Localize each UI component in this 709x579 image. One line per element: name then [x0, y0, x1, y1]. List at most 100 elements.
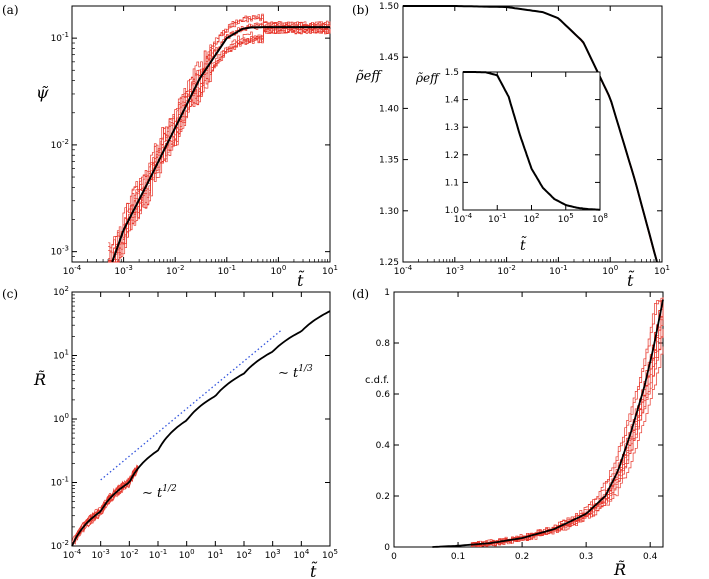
panel-label-a: (a)	[2, 3, 19, 17]
panel-label-b: (b)	[352, 3, 369, 17]
panel-label-c: (c)	[2, 287, 18, 301]
panel-c: 10-4 10-3 10-2 10-1 100 101 102 103 104 105 10-2 10…	[51, 285, 338, 561]
tick-label: 1.0	[445, 206, 460, 216]
realisation-line	[470, 305, 664, 548]
panel-b-ylabel: ρ̃eff	[355, 69, 383, 84]
tick-label: 0.2	[376, 492, 390, 502]
tick-label: 1.4	[445, 96, 460, 106]
realisation-line	[470, 315, 664, 548]
panel-d-xlabel: R̃	[613, 560, 626, 579]
panel-b-inset-xlabel: t̃	[520, 235, 527, 254]
panel-b-xlabel: t̃	[627, 270, 635, 290]
tick-label: 108	[592, 212, 608, 225]
realisation-line	[108, 22, 331, 263]
realisation-line	[108, 28, 331, 263]
tick-label: 0.8	[376, 339, 391, 349]
panel-c-annotation-half: ∼ t1/2	[142, 484, 177, 501]
tick-label: 10-1	[549, 264, 567, 277]
tick-label: 1.3	[445, 123, 459, 133]
tick-label: 101	[53, 349, 69, 362]
tick-label: 1.2	[445, 151, 459, 161]
panel-label-d: (d)	[352, 287, 369, 301]
tick-label: 102	[524, 212, 540, 225]
tick-label: 10-3	[446, 264, 464, 277]
tick-label: 101	[654, 264, 670, 277]
realisation-line	[108, 27, 331, 263]
tick-label: 101	[207, 548, 223, 561]
panel-b: 10-4 10-3 10-2 10-1 100 101 1.25 1.30 1.35 1.40 1.…	[379, 2, 670, 277]
tick-label: 10-4	[394, 264, 413, 277]
tick-label: 0.4	[376, 441, 391, 451]
tick-label: 10-2	[120, 548, 138, 561]
realisation-line	[108, 14, 331, 261]
panel-d-ylabel: c.d.f.	[365, 375, 389, 386]
tick-label: 105	[558, 212, 574, 225]
tick-label: 10-1	[51, 476, 69, 489]
fit-line-dotted	[100, 329, 282, 481]
mean-line	[432, 299, 664, 548]
panel-d: 0 0.1 0.2 0.3 0.4 0 0.2 0.4 0.6 0.8 1	[376, 288, 664, 562]
tick-label: 100	[179, 548, 195, 561]
mean-line	[111, 26, 330, 263]
panel-b-inset-ylabel: ρ̃eff	[415, 71, 441, 85]
tick-label: 0	[384, 543, 390, 553]
tick-label: 0.4	[643, 552, 658, 562]
tick-label: 10-3	[91, 548, 109, 561]
tick-label: 105	[322, 548, 338, 561]
tick-label: 10-3	[114, 264, 132, 277]
tick-label: 10-2	[51, 138, 69, 151]
realisation-line	[470, 328, 664, 547]
tick-label: 1	[384, 288, 390, 298]
panel-a: 10-4 10-3 10-2 10-1 100 101 10-3 10-2 10-1	[51, 5, 338, 277]
tick-label: 10-1	[149, 548, 167, 561]
tick-label: 100	[53, 412, 69, 425]
tick-label: 10-4	[63, 548, 82, 561]
inset-background	[463, 72, 600, 210]
tick-label: 100	[602, 264, 618, 277]
tick-label: 1.45	[379, 53, 399, 63]
plot-frame	[393, 291, 664, 548]
tick-label: 10-1	[488, 212, 506, 225]
tick-label: 10-1	[51, 31, 69, 44]
tick-label: 103	[265, 548, 281, 561]
realisation-line	[108, 27, 331, 263]
tick-label: 0	[391, 552, 397, 562]
panel-a-xlabel: t̃	[297, 270, 305, 290]
mean-line	[403, 5, 658, 263]
tick-label: 0.6	[376, 390, 391, 400]
tick-label: 1.1	[445, 178, 459, 188]
panel-c-annotation-third: ∼ t1/3	[278, 364, 313, 381]
tick-label: 10-2	[497, 264, 515, 277]
tick-label: 10-2	[166, 264, 184, 277]
mean-line	[71, 310, 331, 547]
tick-label: 100	[270, 264, 286, 277]
realisation-line	[470, 346, 664, 547]
panel-b-inset: 10-4 10-1 102 105 108 1.0 1.1 1.2 1.3 1.4 1.5	[445, 68, 608, 225]
tick-label: 104	[293, 548, 309, 561]
tick-label: 102	[53, 285, 69, 298]
realisation-line	[470, 307, 664, 547]
tick-label: 0.3	[579, 552, 593, 562]
panel-a-ylabel: ψ̃	[36, 83, 49, 102]
inset-mean-line	[463, 71, 600, 211]
tick-label: 10-3	[51, 245, 69, 258]
realisation-line	[470, 329, 664, 548]
tick-label: 102	[236, 548, 252, 561]
tick-label: 1.35	[379, 156, 399, 166]
tick-label: 10-1	[218, 264, 236, 277]
tick-label: 101	[322, 264, 338, 277]
tick-label: 1.5	[445, 68, 459, 78]
tick-label: 1.40	[379, 104, 399, 114]
tick-label: 0.1	[451, 552, 465, 562]
tick-label: 1.50	[379, 2, 399, 12]
panel-c-xlabel: t̃	[310, 561, 318, 579]
tick-label: 1.25	[379, 258, 399, 268]
tick-label: 0.2	[515, 552, 529, 562]
tick-label: 10-4	[454, 212, 473, 225]
plot-frame	[71, 5, 331, 263]
realisation-line	[108, 27, 331, 263]
plot-frame	[71, 291, 331, 547]
panel-c-ylabel: R̃	[33, 370, 46, 389]
tick-label: 10-4	[63, 264, 82, 277]
